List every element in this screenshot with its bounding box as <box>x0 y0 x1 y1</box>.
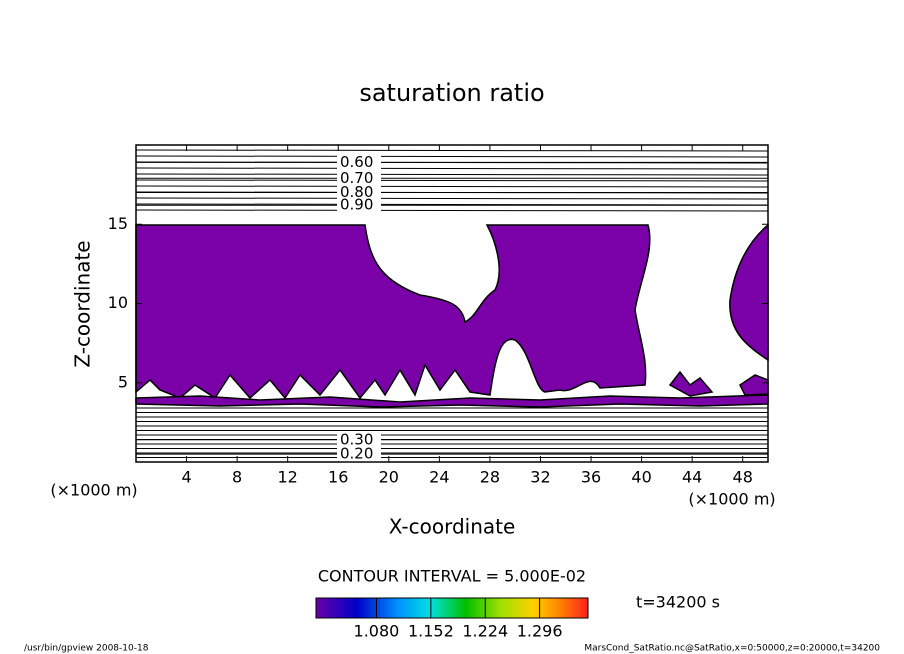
x-tick-label: 36 <box>581 468 601 487</box>
y-tick-label: 5 <box>118 372 128 391</box>
region <box>135 224 651 400</box>
colorbar <box>315 597 589 619</box>
contour-label-bg <box>337 447 381 462</box>
region <box>739 374 769 396</box>
contour-line <box>135 185 769 188</box>
contour-line <box>135 173 769 176</box>
contour-line <box>135 149 769 152</box>
x-tick-label: 32 <box>530 468 550 487</box>
colorbar-tick-label: 1.080 <box>354 622 400 641</box>
footer-left: /usr/bin/gpview 2008-10-18 <box>24 644 149 654</box>
contour-label-bg <box>337 185 381 200</box>
x-tick-label: 8 <box>232 468 242 487</box>
x-unit: (×1000 m) <box>50 481 137 500</box>
x-tick-label: 44 <box>682 468 702 487</box>
x-tick-label: 20 <box>379 468 399 487</box>
region <box>135 394 769 408</box>
y-tick-label: 15 <box>108 214 128 233</box>
chart-title: saturation ratio <box>359 79 544 107</box>
contour-label-bg <box>337 171 381 186</box>
x-tick-label: 28 <box>480 468 500 487</box>
contour-label-bg <box>337 198 381 213</box>
contour-label-bg <box>337 155 381 170</box>
contour-label-bg <box>337 432 381 447</box>
contour-interval: CONTOUR INTERVAL = 5.000E-02 <box>318 567 586 586</box>
contour-line <box>135 155 769 158</box>
x-tick-label: 12 <box>278 468 298 487</box>
colorbar-tick-label: 1.296 <box>517 622 563 641</box>
filled-region <box>135 223 769 408</box>
colorbar-tick-label: 1.152 <box>408 622 454 641</box>
contour-label: 0.60 <box>340 153 373 171</box>
colorbar-tick-label: 1.224 <box>462 622 508 641</box>
region <box>729 223 769 362</box>
x-axis-label: X-coordinate <box>389 515 516 539</box>
contour-label: 0.20 <box>340 445 373 463</box>
contour-label: 0.70 <box>340 169 373 187</box>
region <box>668 370 714 397</box>
x-tick-label: 24 <box>429 468 449 487</box>
contour-line <box>135 179 769 182</box>
x-tick-label: 48 <box>733 468 753 487</box>
x-tick-label: 4 <box>181 468 191 487</box>
y-axis-label: Z-coordinate <box>71 240 95 367</box>
contour-line <box>135 197 769 200</box>
contour-line <box>135 167 769 170</box>
contour-line <box>135 209 769 212</box>
contour-label: 0.80 <box>340 183 373 201</box>
y-tick-label: 10 <box>108 293 128 312</box>
contour-label: 0.90 <box>340 196 373 214</box>
x-tick-label: 40 <box>631 468 651 487</box>
footer-right: MarsCond_SatRatio.nc@SatRatio,x=0:50000,… <box>584 644 880 654</box>
time-label: t=34200 s <box>636 593 720 612</box>
contour-label: 0.30 <box>340 430 373 448</box>
x-tick-label: 16 <box>328 468 348 487</box>
y-unit: (×1000 m) <box>688 490 775 509</box>
